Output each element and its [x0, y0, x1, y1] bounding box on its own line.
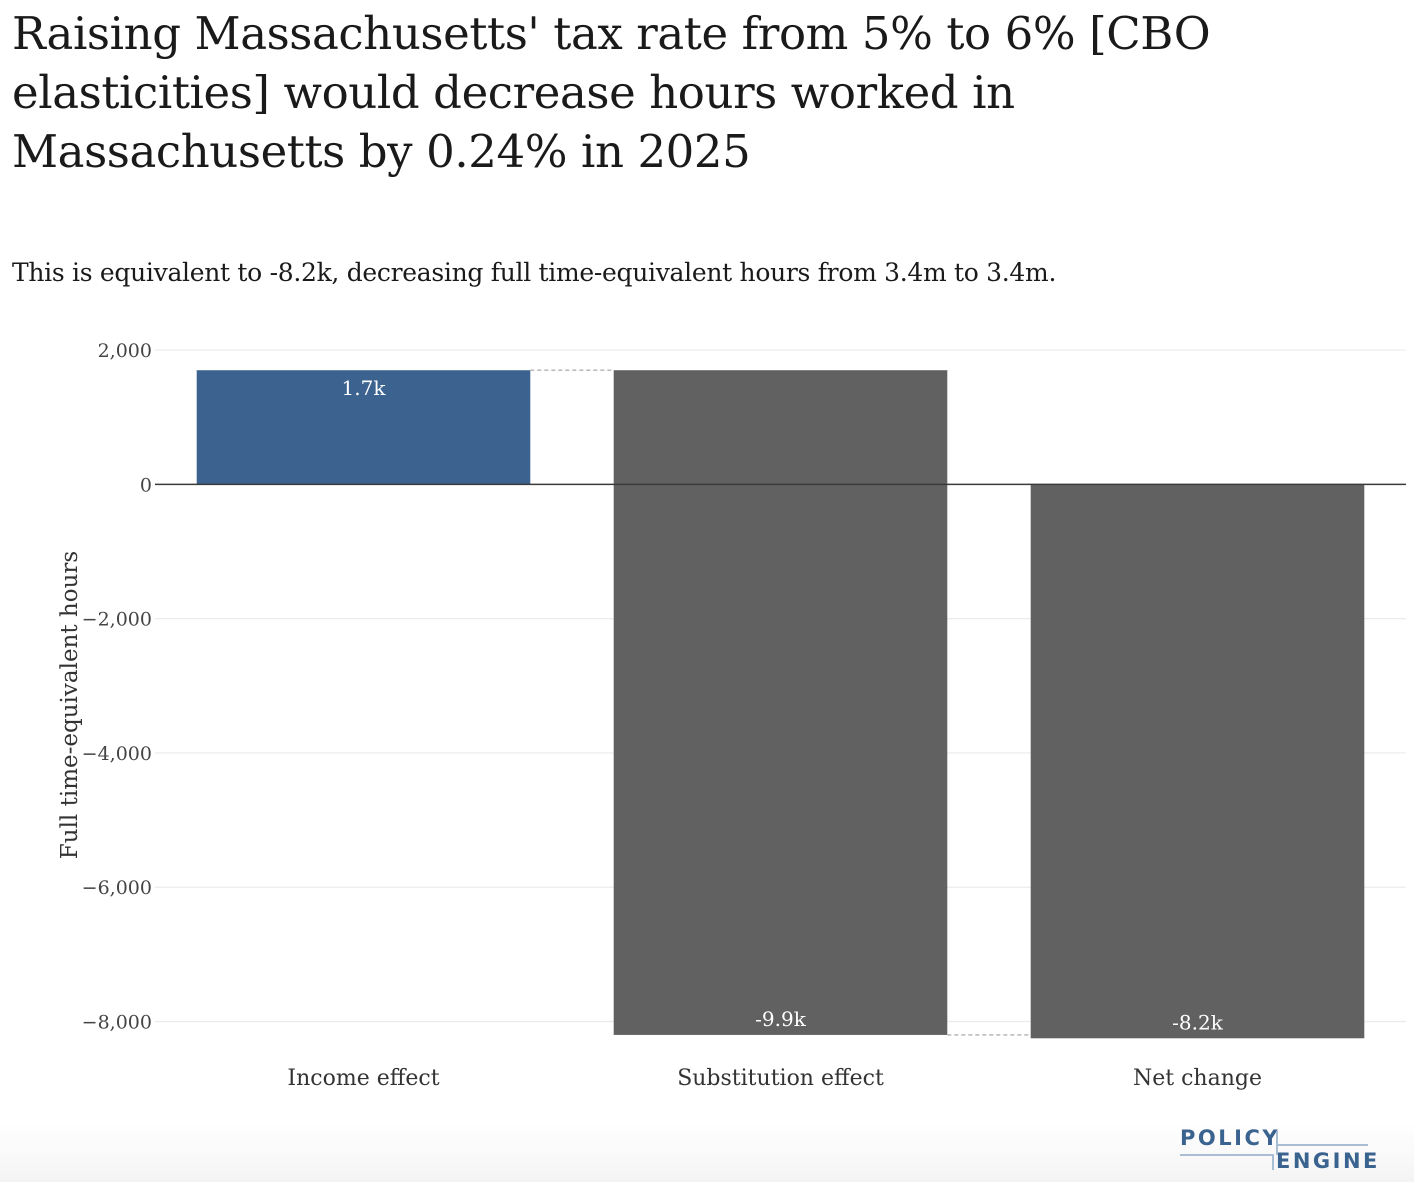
logo-line: [1272, 1154, 1274, 1170]
logo-line: [1180, 1154, 1274, 1156]
y-tick-label: −8,000: [82, 1012, 152, 1034]
x-tick-label: Income effect: [287, 1066, 439, 1091]
bar-value-labels: 1.7k -9.9k -8.2k: [342, 376, 1224, 1034]
bar-substitution-effect: [613, 370, 948, 1035]
y-tick-label: 0: [140, 474, 152, 496]
bar-net-change: [1030, 484, 1365, 1039]
chart-title: Raising Massachusetts' tax rate from 5% …: [12, 7, 1211, 178]
y-axis-ticks: 2,000 0 −2,000 −4,000 −6,000 −8,000: [82, 340, 152, 1033]
x-tick-label: Net change: [1133, 1066, 1262, 1091]
y-axis-title: Full time-equivalent hours: [57, 551, 83, 859]
y-tick-label: −6,000: [82, 877, 152, 899]
logo-line: [1276, 1144, 1368, 1146]
bars: [196, 370, 1365, 1039]
bar-value-label: -8.2k: [1172, 1010, 1224, 1034]
y-tick-label: 2,000: [98, 340, 152, 362]
page-bottom-fade: [0, 1122, 1414, 1182]
x-axis-ticks: Income effect Substitution effect Net chan…: [287, 1066, 1262, 1091]
bar-income-effect: [196, 370, 531, 485]
chart-subtitle: This is equivalent to -8.2k, decreasing …: [12, 258, 1057, 287]
logo-line: [1276, 1131, 1278, 1155]
policyengine-logo: POLICY ENGINE: [1180, 1125, 1380, 1175]
logo-word-engine: ENGINE: [1276, 1149, 1380, 1173]
x-tick-label: Substitution effect: [677, 1066, 884, 1091]
bar-value-label: 1.7k: [342, 376, 387, 400]
logo-word-policy: POLICY: [1180, 1126, 1281, 1150]
y-tick-label: −2,000: [82, 609, 152, 631]
bar-value-label: -9.9k: [755, 1007, 807, 1031]
y-tick-label: −4,000: [82, 743, 152, 765]
